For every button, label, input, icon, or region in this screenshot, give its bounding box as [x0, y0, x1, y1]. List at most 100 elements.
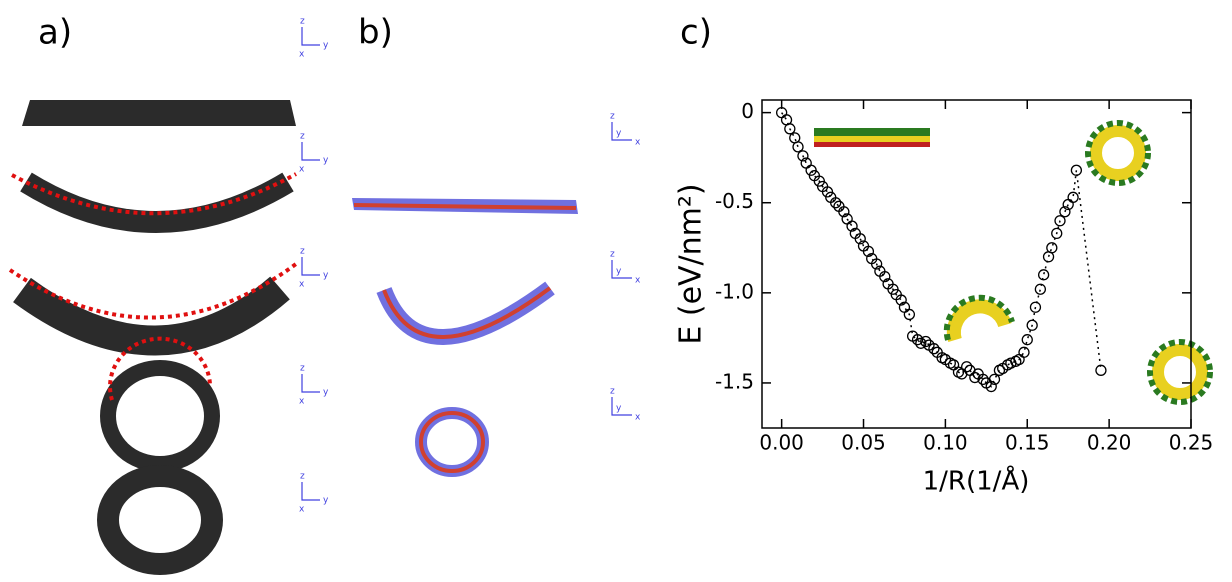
triad-arrows — [611, 397, 632, 416]
data-point — [792, 141, 804, 153]
triad-label: z — [610, 112, 615, 122]
data-point — [1095, 364, 1107, 376]
data-point — [879, 270, 891, 283]
sheet-core — [353, 203, 577, 210]
triad-label: z — [300, 132, 305, 142]
data-point — [830, 197, 842, 209]
sheet-core — [382, 286, 552, 339]
inset-slab — [814, 136, 930, 142]
data-point — [961, 361, 973, 373]
data-point — [903, 308, 916, 321]
panel-label: c) — [680, 13, 712, 53]
triad-label: y — [616, 129, 622, 139]
triad-arrows — [301, 482, 320, 501]
panel-label: b) — [358, 13, 393, 53]
triad-label: y — [323, 388, 329, 398]
inset-ring — [1152, 344, 1208, 400]
x-axis-label: 1/R(1/Å) — [923, 465, 1030, 497]
chart-insets — [814, 120, 1213, 405]
triad-label: z — [610, 250, 615, 260]
data-point — [1067, 191, 1079, 203]
data-point — [1046, 242, 1058, 254]
data-point — [1051, 227, 1063, 240]
data-point — [854, 233, 866, 245]
data-point — [805, 164, 817, 176]
curve-guide — [11, 172, 297, 216]
data-point — [985, 380, 997, 393]
triad-label: x — [299, 165, 305, 175]
x-tick-label: 0.25 — [1169, 431, 1214, 455]
series-line — [781, 112, 1102, 388]
data-point — [928, 343, 940, 355]
inset-arc — [943, 294, 1015, 341]
triad-label: y — [616, 267, 622, 277]
data-point — [988, 373, 1001, 385]
triad-arrows — [301, 257, 320, 276]
x-tick-label: 0.05 — [841, 431, 886, 455]
curved-sheet — [13, 276, 290, 356]
triad-label: x — [299, 280, 305, 290]
inset-arc — [946, 299, 1012, 343]
data-point — [911, 334, 924, 346]
triad-label: z — [300, 247, 305, 257]
data-point — [1026, 319, 1038, 331]
data-point — [784, 123, 796, 135]
data-point — [813, 175, 825, 187]
triad-label: x — [635, 138, 641, 148]
data-point — [977, 373, 989, 385]
triad-arrows — [301, 27, 320, 46]
y-tick-label: -1.5 — [715, 369, 754, 393]
data-point — [1070, 164, 1083, 176]
y-axis-label: E (eV/nm²) — [674, 183, 709, 344]
data-point — [895, 294, 907, 306]
data-point — [838, 206, 850, 218]
triad-label: x — [299, 397, 305, 407]
triad-arrows — [611, 122, 632, 141]
triad-label: y — [323, 271, 329, 281]
curve-guide — [108, 336, 212, 401]
panel-b-structures — [352, 198, 578, 477]
data-point — [1054, 215, 1066, 227]
data-point — [1018, 346, 1030, 358]
x-tick-label: 0.20 — [1087, 431, 1132, 455]
triad-label: z — [300, 17, 305, 27]
panel-a-structures — [8, 100, 298, 575]
data-point — [1029, 301, 1042, 313]
curve-guide — [8, 262, 298, 320]
data-point — [1059, 206, 1071, 218]
flat-sheet — [22, 100, 296, 126]
triad-arrows — [301, 142, 320, 161]
data-point — [887, 283, 899, 295]
data-point — [920, 335, 932, 348]
triad-label: x — [299, 505, 305, 515]
data-point — [947, 359, 960, 371]
x-tick-label: 0.10 — [923, 431, 968, 455]
y-tick-label: 0 — [741, 99, 754, 123]
triad-label: z — [610, 387, 615, 397]
inset-ring — [1085, 120, 1151, 186]
curved-sheet — [20, 172, 294, 233]
triad-label: y — [323, 496, 329, 506]
data-point — [797, 150, 809, 162]
triad-label: x — [635, 276, 641, 286]
tube-core — [419, 411, 485, 473]
data-point — [969, 371, 981, 384]
y-tick-label: -0.5 — [715, 189, 754, 213]
triad-label: y — [323, 156, 329, 166]
triad-label: y — [616, 404, 622, 414]
data-point — [846, 220, 858, 232]
inset-ring — [1147, 339, 1213, 405]
data-point — [821, 186, 834, 198]
curved-sheet — [376, 281, 555, 345]
plot-frame — [761, 99, 1192, 429]
triad-arrows — [301, 374, 320, 393]
triad-label: y — [323, 41, 329, 51]
panel-label: a) — [38, 13, 72, 53]
rolled-sheet — [100, 360, 220, 472]
data-point — [915, 337, 927, 349]
triad-arrows — [611, 260, 632, 279]
x-tick-label: 0.00 — [759, 431, 804, 455]
inset-ring — [1090, 125, 1146, 181]
triad-label: x — [635, 413, 641, 423]
